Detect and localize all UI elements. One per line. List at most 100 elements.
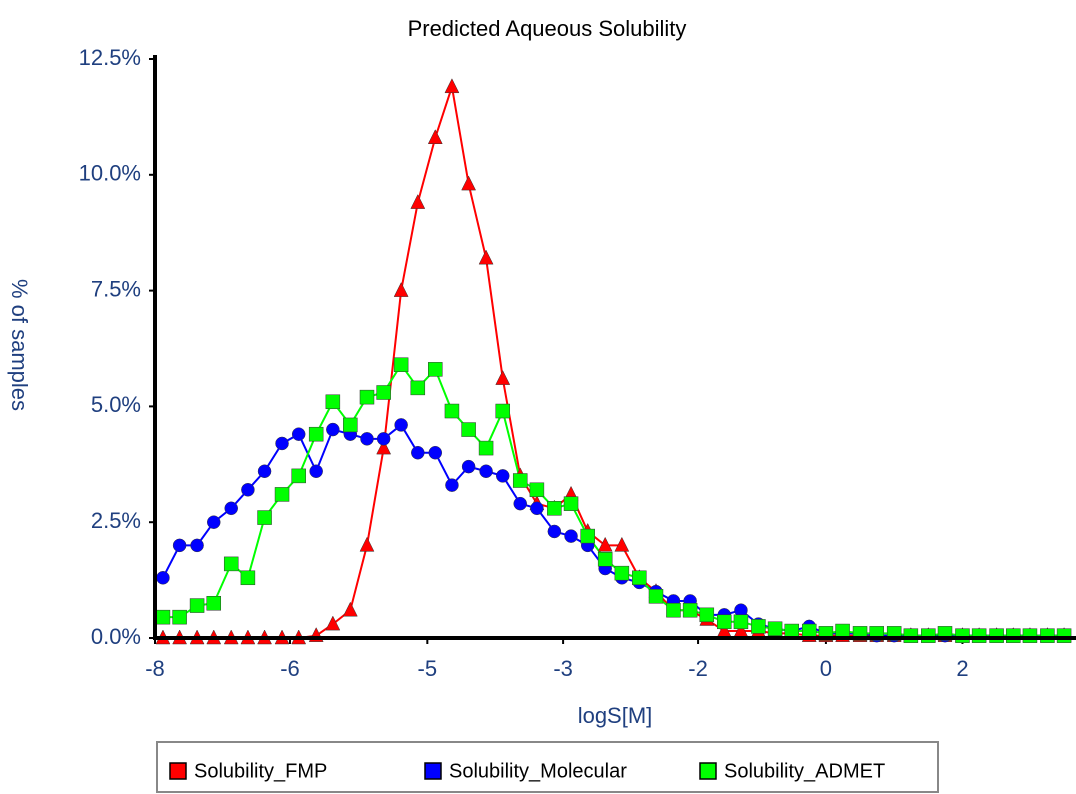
- point: [445, 478, 459, 492]
- point: [529, 482, 545, 498]
- point: [614, 565, 630, 581]
- point: [428, 445, 443, 460]
- legend-label: Solubility_FMP: [194, 760, 327, 782]
- point: [376, 432, 391, 446]
- x-tick-label: -3: [553, 656, 573, 681]
- point: [512, 473, 528, 488]
- y-tick-label: 10.0%: [79, 161, 141, 186]
- series-line: [162, 362, 1065, 637]
- point: [291, 427, 306, 441]
- point: [309, 464, 323, 478]
- point: [1040, 628, 1055, 643]
- x-tick-label: -2: [688, 656, 708, 681]
- point: [444, 78, 460, 94]
- x-tick-label: -6: [280, 656, 300, 681]
- point: [240, 570, 256, 586]
- legend-label: Solubility_Molecular: [449, 760, 627, 782]
- point: [580, 528, 595, 544]
- point: [903, 628, 919, 643]
- point: [955, 628, 970, 643]
- point: [360, 432, 374, 446]
- point: [376, 385, 391, 400]
- y-tick-label: 12.5%: [79, 45, 141, 70]
- point: [461, 459, 476, 474]
- point: [495, 403, 511, 419]
- point: [190, 538, 204, 553]
- point: [1006, 628, 1021, 643]
- point: [496, 469, 510, 483]
- x-tick-label: -8: [145, 656, 165, 681]
- point: [207, 515, 221, 529]
- point: [461, 422, 476, 437]
- legend-label: Solubility_ADMET: [724, 760, 885, 782]
- point: [733, 614, 749, 630]
- point: [223, 556, 239, 572]
- series-line: [162, 423, 1065, 637]
- point: [717, 614, 732, 630]
- x-tick-label: -5: [418, 656, 438, 681]
- point: [156, 571, 170, 585]
- point: [461, 175, 477, 191]
- point: [394, 418, 408, 432]
- y-tick-label: 2.5%: [91, 508, 141, 533]
- point: [564, 529, 578, 543]
- point: [274, 487, 290, 502]
- point: [479, 464, 493, 478]
- point: [411, 445, 425, 460]
- point: [989, 628, 1004, 643]
- point: [241, 483, 255, 497]
- point: [614, 536, 630, 552]
- y-tick-label: 5.0%: [91, 392, 141, 417]
- point: [767, 621, 783, 636]
- point: [410, 380, 426, 396]
- y-tick-label: 7.5%: [91, 276, 141, 301]
- point: [393, 357, 409, 372]
- legend-swatch: [169, 762, 187, 780]
- point: [206, 596, 222, 611]
- chart-title: Predicted Aqueous Solubility: [408, 16, 687, 41]
- x-axis-label: logS[M]: [578, 703, 653, 728]
- point: [478, 440, 494, 456]
- point: [428, 362, 443, 377]
- point: [342, 601, 358, 617]
- legend-swatch: [699, 762, 717, 780]
- point: [495, 370, 511, 385]
- point: [172, 538, 187, 553]
- point: [597, 536, 613, 552]
- series-line: [162, 86, 1065, 639]
- point: [1022, 628, 1038, 643]
- point: [359, 536, 375, 552]
- point: [547, 524, 562, 539]
- point: [971, 628, 987, 643]
- point: [444, 403, 460, 419]
- point: [172, 609, 187, 625]
- point: [666, 602, 681, 618]
- point: [155, 609, 171, 625]
- x-tick-label: 0: [820, 656, 832, 681]
- point: [275, 436, 289, 451]
- point: [921, 628, 936, 643]
- point: [801, 623, 817, 639]
- legend-swatch: [424, 762, 442, 780]
- point: [478, 249, 494, 265]
- point: [597, 552, 613, 567]
- point: [325, 394, 341, 410]
- point: [563, 496, 579, 511]
- point: [189, 598, 205, 613]
- y-tick-label: 0.0%: [91, 624, 141, 649]
- point: [291, 468, 306, 484]
- point: [632, 570, 647, 586]
- point: [699, 607, 715, 623]
- point: [343, 417, 358, 433]
- point: [784, 623, 800, 639]
- point: [224, 501, 238, 516]
- x-tick-label: 2: [956, 656, 968, 681]
- point: [427, 129, 443, 144]
- point: [393, 282, 409, 297]
- point: [1056, 628, 1072, 643]
- point: [682, 602, 698, 618]
- point: [530, 501, 544, 516]
- legend-box: [156, 741, 939, 793]
- point: [308, 426, 324, 442]
